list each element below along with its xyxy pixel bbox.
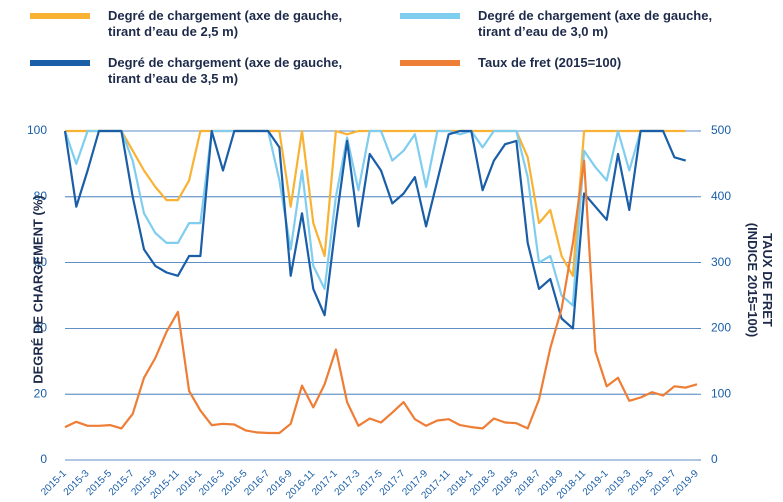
y2-tick-label: 100 xyxy=(711,386,731,400)
y2-axis-title: TAUX DE FRET (INDICE 2015=100) xyxy=(745,222,775,338)
y-tick-label: 100 xyxy=(27,123,47,137)
legend-label: Degré de chargement (axe de gauche, tira… xyxy=(108,8,343,39)
legend-swatch xyxy=(400,13,460,19)
legend-item: Degré de chargement (axe de gauche, tira… xyxy=(400,8,733,40)
y2-tick-label: 500 xyxy=(711,123,731,137)
legend-label: Degré de chargement (axe de gauche, tira… xyxy=(108,55,343,86)
series-line xyxy=(63,129,664,307)
y2-tick-label: 200 xyxy=(711,321,731,335)
y-tick-label: 0 xyxy=(40,452,47,466)
y-tick-label: 60 xyxy=(34,255,48,269)
y-tick-label: 40 xyxy=(34,321,48,335)
y2-tick-label: 300 xyxy=(711,255,731,269)
legend-item: Degré de chargement (axe de gauche, tira… xyxy=(30,55,363,87)
legend-label: Taux de fret (2015=100) xyxy=(478,55,622,70)
y2-tick-label: 0 xyxy=(711,452,718,466)
series-line xyxy=(64,159,698,435)
legend-item: Taux de fret (2015=100) xyxy=(400,55,733,71)
y2-tick-label: 400 xyxy=(711,189,731,203)
y-tick-label: 20 xyxy=(34,386,48,400)
legend-swatch xyxy=(30,60,90,66)
series-line xyxy=(63,129,687,330)
legend-swatch xyxy=(400,60,460,66)
y-axis-title: DEGRÉ DE CHARGEMENT (%) xyxy=(30,195,46,384)
y-tick-label: 80 xyxy=(34,189,48,203)
legend-swatch xyxy=(30,13,90,19)
x-tick: 2019-9 xyxy=(671,468,701,498)
legend-label: Degré de chargement (axe de gauche, tira… xyxy=(478,8,713,39)
x-tick-label: 2019-9 xyxy=(671,468,701,498)
legend-item: Degré de chargement (axe de gauche, tira… xyxy=(30,8,363,40)
